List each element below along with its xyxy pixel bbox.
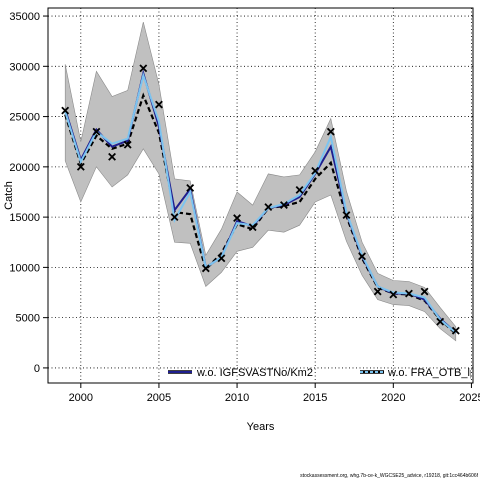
x-tick-label: 2000 bbox=[69, 392, 93, 404]
observed-point bbox=[311, 166, 320, 175]
observed-point bbox=[405, 289, 413, 298]
x-tick-label: 2010 bbox=[225, 392, 249, 404]
observed-point bbox=[201, 264, 210, 273]
observed-point bbox=[389, 290, 398, 299]
observed-point bbox=[233, 214, 241, 223]
observed-point bbox=[436, 317, 445, 326]
observed-point bbox=[108, 152, 116, 161]
observed-point bbox=[451, 326, 460, 335]
y-tick-label: 0 bbox=[34, 363, 40, 375]
observed-point bbox=[295, 186, 304, 194]
y-tick-label: 30000 bbox=[9, 61, 40, 73]
plot-frame bbox=[47, 7, 474, 384]
observed-point bbox=[217, 254, 226, 263]
observed-point bbox=[326, 127, 335, 136]
axes: 2000 2005 2010 2015 2020 2025 0 5000 10000 15000 2… bbox=[9, 11, 480, 404]
x-tick-label: 2005 bbox=[147, 392, 171, 404]
observed-point bbox=[264, 203, 273, 211]
y-tick-label: 15000 bbox=[9, 212, 40, 224]
observed-point bbox=[358, 252, 366, 261]
observed-point bbox=[76, 162, 85, 171]
observed-point bbox=[139, 64, 148, 73]
observed-point bbox=[61, 106, 70, 115]
observed-point bbox=[123, 140, 132, 149]
x-tick-label: 2025 bbox=[459, 392, 480, 404]
source-caption: stockassessment.org, whg.7b-ce-k_WGCSE25… bbox=[300, 473, 478, 479]
observed-point bbox=[248, 223, 257, 232]
y-tick-label: 35000 bbox=[9, 11, 40, 23]
observed-point bbox=[373, 287, 382, 296]
observed-point bbox=[420, 287, 429, 296]
confidence-band bbox=[64, 22, 457, 342]
observed-point bbox=[280, 201, 288, 209]
y-tick-label: 5000 bbox=[16, 313, 40, 325]
legend-label-series2: w.o. FRA_OTB_lp bbox=[387, 367, 476, 379]
observed-point bbox=[186, 184, 195, 192]
legend: w.o. IGFSVASTNo/Km2 w.o. FRA_OTB_lp bbox=[168, 367, 476, 379]
y-axis-title: Catch bbox=[3, 181, 15, 210]
y-tick-label: 10000 bbox=[9, 262, 40, 274]
y-tick-label: 25000 bbox=[9, 112, 40, 124]
observed-point bbox=[170, 213, 179, 222]
x-axis-title: Years bbox=[247, 421, 275, 433]
x-tick-label: 2015 bbox=[303, 392, 327, 404]
observed-point bbox=[92, 127, 101, 136]
y-tick-label: 20000 bbox=[9, 162, 40, 174]
observed-point bbox=[342, 211, 351, 220]
x-tick-label: 2020 bbox=[381, 392, 405, 404]
observed-point bbox=[155, 100, 163, 109]
observed-markers bbox=[61, 64, 460, 335]
legend-label-series1: w.o. IGFSVASTNo/Km2 bbox=[196, 367, 313, 379]
